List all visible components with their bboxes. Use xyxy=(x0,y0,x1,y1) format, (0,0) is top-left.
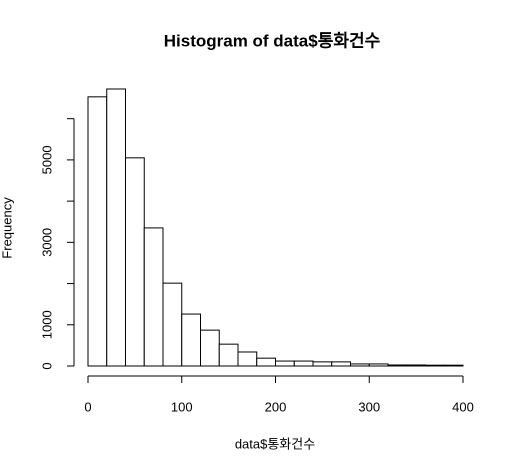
bar xyxy=(293,360,314,367)
bar xyxy=(350,363,370,367)
bar xyxy=(125,157,145,367)
x-tick-label: 300 xyxy=(358,399,380,414)
bar xyxy=(368,363,389,367)
y-axis-label: Frequency xyxy=(0,197,14,259)
x-tick-label: 0 xyxy=(84,399,91,414)
bar xyxy=(200,329,220,367)
bar xyxy=(387,364,408,367)
y-tick-label: 0 xyxy=(39,362,54,369)
bar xyxy=(143,227,164,367)
bar xyxy=(181,313,201,367)
y-tick-label: 5000 xyxy=(39,145,54,174)
bar xyxy=(162,282,183,367)
bar xyxy=(256,357,276,367)
x-tick-label: 400 xyxy=(452,399,474,414)
x-tick-label: 100 xyxy=(171,399,193,414)
y-tick-label: 3000 xyxy=(39,228,54,257)
bar xyxy=(218,343,239,367)
x-tick-label: 200 xyxy=(265,399,287,414)
bar xyxy=(275,360,295,367)
bar xyxy=(406,364,426,367)
bar xyxy=(237,351,258,367)
y-tick-label: 1000 xyxy=(39,310,54,339)
chart-title: Histogram of data$통화건수 xyxy=(164,31,381,50)
x-axis-label: data$통화건수 xyxy=(235,436,315,451)
bar xyxy=(87,96,108,367)
bar xyxy=(312,361,333,367)
bar xyxy=(106,88,126,367)
bar xyxy=(443,364,464,367)
bar xyxy=(425,364,445,367)
bar xyxy=(331,361,351,367)
